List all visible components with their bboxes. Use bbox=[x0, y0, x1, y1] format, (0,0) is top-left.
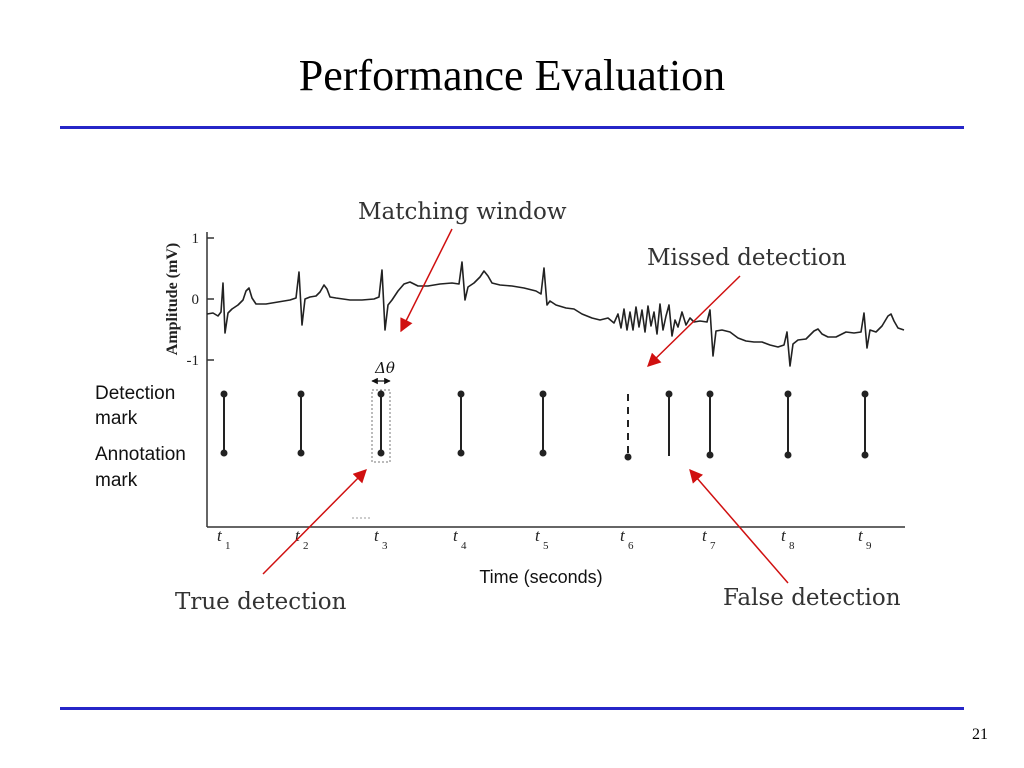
annotation-mark-label-line1: Annotation bbox=[95, 444, 186, 465]
time-label-9: t9 bbox=[858, 526, 872, 552]
mark-pair-2 bbox=[297, 390, 305, 457]
svg-text:t: t bbox=[453, 526, 459, 545]
svg-text:t: t bbox=[374, 526, 380, 545]
slide-title: Performance Evaluation bbox=[298, 51, 726, 100]
mark-pair-8 bbox=[784, 390, 792, 459]
svg-text:7: 7 bbox=[710, 540, 716, 552]
time-label-8: t8 bbox=[781, 526, 795, 552]
svg-text:5: 5 bbox=[543, 540, 549, 552]
svg-text:1: 1 bbox=[225, 540, 231, 552]
y-tick-1: 1 bbox=[192, 231, 200, 247]
svg-text:9: 9 bbox=[866, 540, 872, 552]
true-detection-arrow bbox=[262, 469, 367, 575]
mark-pair-5 bbox=[539, 390, 547, 457]
ecg-signal bbox=[206, 261, 905, 367]
x-axis-label: Time (seconds) bbox=[479, 567, 602, 587]
svg-text:t: t bbox=[535, 526, 541, 545]
missed-detection-arrow bbox=[647, 275, 741, 367]
false-detection-mark bbox=[665, 390, 673, 456]
y-axis-label: Amplitude (mV) bbox=[164, 243, 181, 355]
y-tick-minus-1: -1 bbox=[187, 353, 200, 369]
false-detection-arrow bbox=[689, 468, 789, 584]
svg-text:t: t bbox=[217, 526, 223, 545]
missed-detection-callout: Missed detection bbox=[647, 245, 847, 271]
matching-window-arrow bbox=[400, 228, 453, 333]
svg-text:8: 8 bbox=[789, 540, 795, 552]
svg-text:t: t bbox=[858, 526, 864, 545]
svg-text:4: 4 bbox=[461, 540, 467, 552]
svg-text:3: 3 bbox=[382, 540, 388, 552]
svg-text:6: 6 bbox=[628, 540, 634, 552]
delta-theta-label: Δθ bbox=[374, 359, 395, 377]
missed-annotation-mark bbox=[624, 394, 632, 461]
page-number: 21 bbox=[972, 726, 988, 743]
matching-window-box bbox=[371, 389, 391, 463]
time-label-1: t1 bbox=[217, 526, 231, 552]
footer-divider bbox=[60, 707, 964, 710]
time-label-5: t5 bbox=[535, 526, 549, 552]
mark-pair-7 bbox=[706, 390, 714, 459]
mark-pair-4 bbox=[457, 390, 465, 457]
svg-text:t: t bbox=[781, 526, 787, 545]
mark-pair-3 bbox=[377, 390, 385, 457]
time-label-7: t7 bbox=[702, 526, 716, 552]
matching-window-callout: Matching window bbox=[358, 199, 567, 225]
false-detection-callout: False detection bbox=[723, 585, 901, 611]
svg-text:t: t bbox=[295, 526, 301, 545]
detection-mark-label-line1: Detection bbox=[95, 383, 175, 404]
true-detection-callout: True detection bbox=[175, 589, 347, 615]
mark-pair-1 bbox=[220, 390, 228, 457]
title-divider bbox=[60, 126, 964, 129]
time-label-2: t2 bbox=[295, 526, 309, 552]
svg-text:t: t bbox=[620, 526, 626, 545]
time-label-6: t6 bbox=[620, 526, 634, 552]
mark-pair-9 bbox=[861, 390, 869, 459]
svg-text:2: 2 bbox=[303, 540, 309, 552]
time-label-3: t3 bbox=[374, 526, 388, 552]
y-tick-0: 0 bbox=[192, 292, 200, 308]
svg-text:t: t bbox=[702, 526, 708, 545]
detection-mark-label-line2: mark bbox=[95, 408, 138, 429]
annotation-mark-label-line2: mark bbox=[95, 470, 138, 491]
time-label-4: t4 bbox=[453, 526, 467, 552]
